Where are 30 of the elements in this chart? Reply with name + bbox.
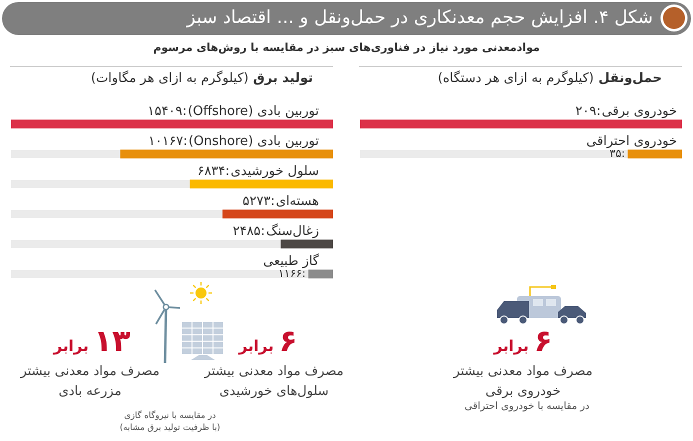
- text: شکل ۴. افزایش حجم معدنکاری در حمل‌ونقل و ... اقتصاد سبز: [186, 7, 653, 28]
- chart-title: حمل‌ونقل (کیلوگرم به ازای هر دستگاه): [438, 71, 662, 86]
- text: در مقایسه با خودروی احتراقی: [464, 401, 590, 413]
- data-label: :۱۵۴۰۹: [147, 104, 187, 119]
- y-tick-label: زغال‌سنگ: [266, 223, 319, 239]
- data-label: :۱۱۶۶: [278, 266, 306, 280]
- text: مصرف مواد معدنی بیشتر خودروی برقی: [453, 363, 593, 401]
- data-label: :۶۸۳۴: [197, 164, 230, 179]
- y-tick-label: توربین بادی (Onshore): [188, 134, 320, 149]
- text: ۶ برابر: [494, 324, 552, 359]
- bar: [280, 240, 333, 248]
- data-label: :۲۴۸۵: [232, 224, 266, 239]
- data-label: :۵۲۷۳: [242, 194, 275, 209]
- y-tick-label: خودروی برقی: [602, 104, 677, 119]
- chart-title: تولید برق (کیلوگرم به ازای هر مگاوات): [90, 71, 313, 86]
- y-tick-label: توربین بادی (Offshore): [188, 104, 320, 119]
- text: مصرف مواد معدنی بیشتر سلول‌های خورشیدی: [204, 363, 344, 401]
- data-label: :۳۵: [610, 146, 626, 160]
- data-label: :۱۰۱۶۷: [148, 134, 188, 149]
- y-tick-label: سلول خورشیدی: [230, 164, 319, 179]
- text: ۶ برابر: [238, 324, 298, 359]
- text: در مقایسه با نیروگاه گازی (با ظرفیت تولید برق مشابه): [120, 410, 220, 434]
- y-tick-label: خودروی احتراقی: [586, 134, 677, 149]
- text: ۱۳ برابر: [54, 324, 130, 359]
- y-tick-label: گاز طبیعی: [263, 253, 320, 269]
- bar: [308, 270, 333, 278]
- y-tick-label: هسته‌ای: [276, 194, 320, 209]
- text: مصرف مواد معدنی بیشتر مزرعه بادی: [20, 363, 160, 401]
- text: موادمعدنی مورد نیاز در فناوری‌های سبز در مقایسه با روش‌های مرسوم: [152, 41, 541, 54]
- data-label: :۲۰۹: [575, 104, 601, 119]
